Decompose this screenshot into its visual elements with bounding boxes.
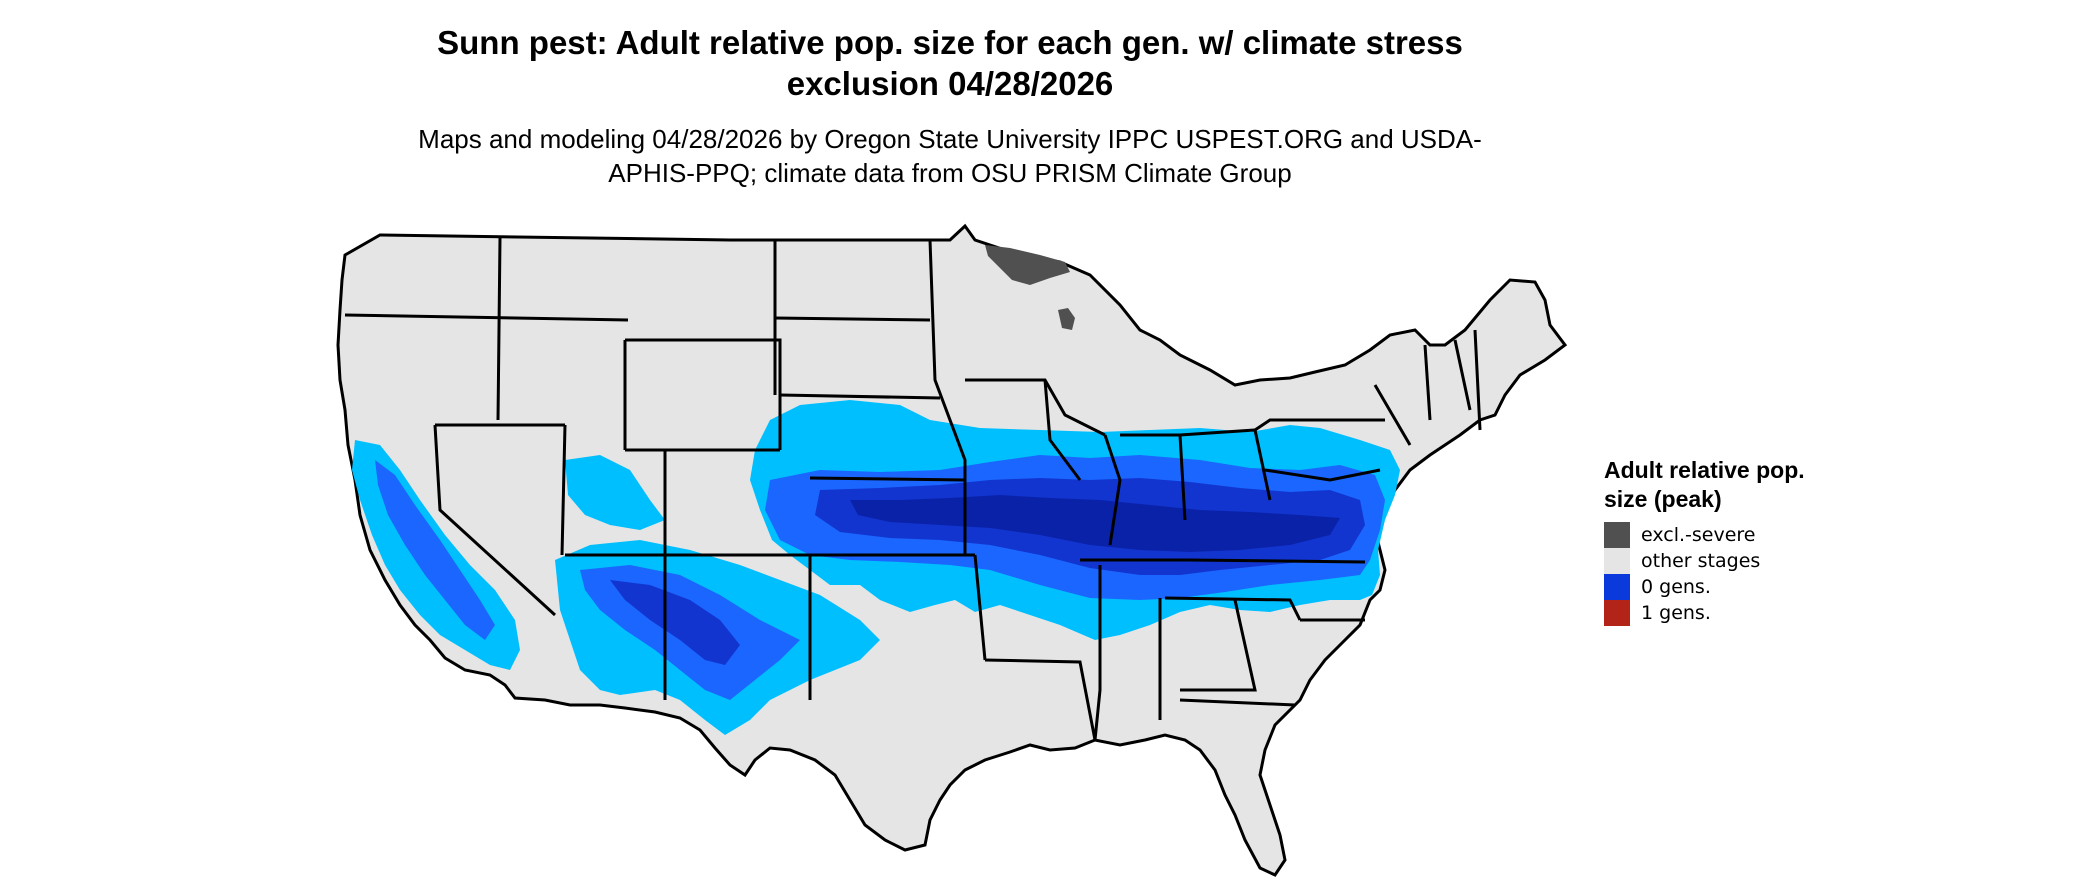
legend-item-excl-severe: excl.-severe [1604, 522, 1844, 548]
border-mid-7 [928, 239, 967, 555]
border-e-2 [1043, 379, 1082, 481]
border-west-4 [433, 424, 557, 617]
border-mid-5 [809, 476, 966, 482]
border-mid-8 [973, 554, 987, 661]
legend-swatch-0-gens [1604, 574, 1630, 600]
border-e-12 [1180, 599, 1257, 692]
border-e-11 [1164, 596, 1302, 621]
border-e-8 [1080, 558, 1366, 564]
deep-blue-region-southwest [610, 580, 740, 665]
map-title: Sunn pest: Adult relative pop. size for … [437, 24, 1463, 102]
light-blue-region-utah [565, 455, 665, 530]
border-mid-3 [774, 316, 931, 322]
border-ne-4 [1473, 329, 1482, 431]
legend-swatch-other-stages [1604, 548, 1630, 574]
darkest-blue-region-central [850, 495, 1340, 552]
state-borders [344, 237, 1482, 741]
mid-blue-region-california [375, 460, 495, 640]
population-layer [352, 400, 1400, 735]
border-west-1 [496, 237, 502, 421]
legend-swatch-1-gens [1604, 600, 1630, 626]
border-e-14 [1179, 698, 1296, 707]
legend-item-1-gens: 1 gens. [1604, 600, 1844, 626]
legend-label-1-gens: 1 gens. [1641, 602, 1711, 624]
legend-swatch-excl-severe [1604, 522, 1630, 548]
excl-severe-wisconsin [1058, 308, 1075, 330]
legend: Adult relative pop. size (peak) excl.-se… [1604, 456, 1844, 626]
border-ne-1 [1373, 384, 1412, 446]
legend-title: Adult relative pop. size (peak) [1604, 457, 1805, 512]
border-mid-1 [625, 338, 782, 450]
border-mid-9 [984, 658, 1097, 741]
border-e-9 [1093, 565, 1102, 741]
border-e-7 [1264, 468, 1381, 482]
border-e-3 [1103, 434, 1122, 546]
excl-severe-layer [985, 245, 1075, 330]
legend-item-other-stages: other stages [1604, 548, 1844, 574]
border-ne-2 [1423, 344, 1432, 421]
map-subtitle: Maps and modeling 04/28/2026 by Oregon S… [418, 124, 1482, 188]
legend-item-0-gens: 0 gens. [1604, 574, 1844, 600]
border-west-5 [560, 424, 567, 556]
border-e-6 [1254, 418, 1385, 432]
legend-label-excl-severe: excl.-severe [1641, 524, 1756, 546]
border-west-2 [344, 313, 629, 322]
excl-severe-minnesota [985, 245, 1070, 285]
legend-label-0-gens: 0 gens. [1641, 576, 1711, 598]
legend-label-other-stages: other stages [1641, 550, 1761, 572]
border-ne-3 [1453, 339, 1472, 411]
border-e-1 [965, 378, 1106, 437]
border-mid-4 [779, 393, 941, 400]
